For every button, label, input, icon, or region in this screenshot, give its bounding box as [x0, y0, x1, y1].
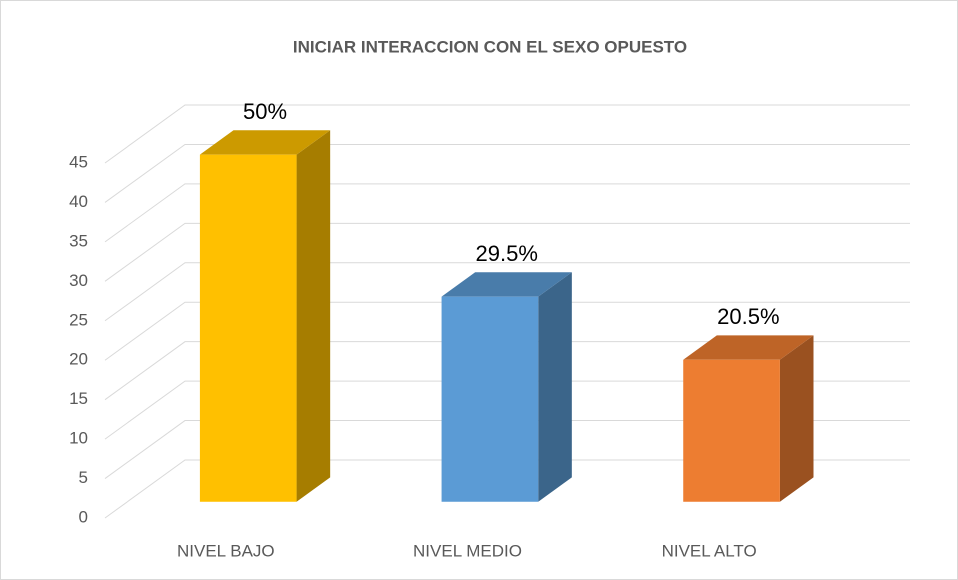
grid-line [104, 143, 910, 203]
grid-line [104, 104, 910, 164]
grid-line [104, 222, 910, 282]
grid-line [104, 341, 910, 401]
y-tick-label: 45 [69, 152, 88, 171]
y-tick-label: 35 [69, 231, 88, 250]
chart-title: INICIAR INTERACCION CON EL SEXO OPUESTO [293, 37, 687, 56]
bar-top [683, 335, 814, 360]
grid-line [104, 380, 910, 440]
bar [199, 154, 297, 502]
bar-side [296, 130, 331, 502]
bar-top [199, 130, 331, 155]
y-tick-label: 10 [69, 429, 88, 448]
bar [683, 359, 780, 502]
y-tick-label: 5 [79, 468, 88, 487]
data-label: 29.5% [476, 241, 538, 266]
y-tick-label: 15 [69, 389, 88, 408]
data-label: 50% [243, 99, 287, 124]
grid-line [104, 183, 910, 243]
grid-line [104, 420, 910, 479]
bar-top [441, 272, 572, 297]
data-label: 20.5% [717, 304, 779, 329]
bar-side [538, 272, 572, 502]
y-tick-label: 30 [69, 271, 88, 290]
y-tick-label: 20 [69, 350, 88, 369]
grid-line [104, 262, 910, 322]
bar-side [779, 335, 814, 502]
grid-line [104, 459, 910, 519]
bar [441, 296, 539, 502]
y-tick-label: 25 [69, 310, 88, 329]
y-tick-label: 0 [79, 507, 88, 526]
x-tick-label: NIVEL BAJO [177, 541, 275, 560]
y-tick-label: 40 [69, 192, 88, 211]
x-tick-label: NIVEL ALTO [662, 541, 757, 560]
x-tick-label: NIVEL MEDIO [413, 541, 522, 560]
grid-line [104, 301, 910, 361]
